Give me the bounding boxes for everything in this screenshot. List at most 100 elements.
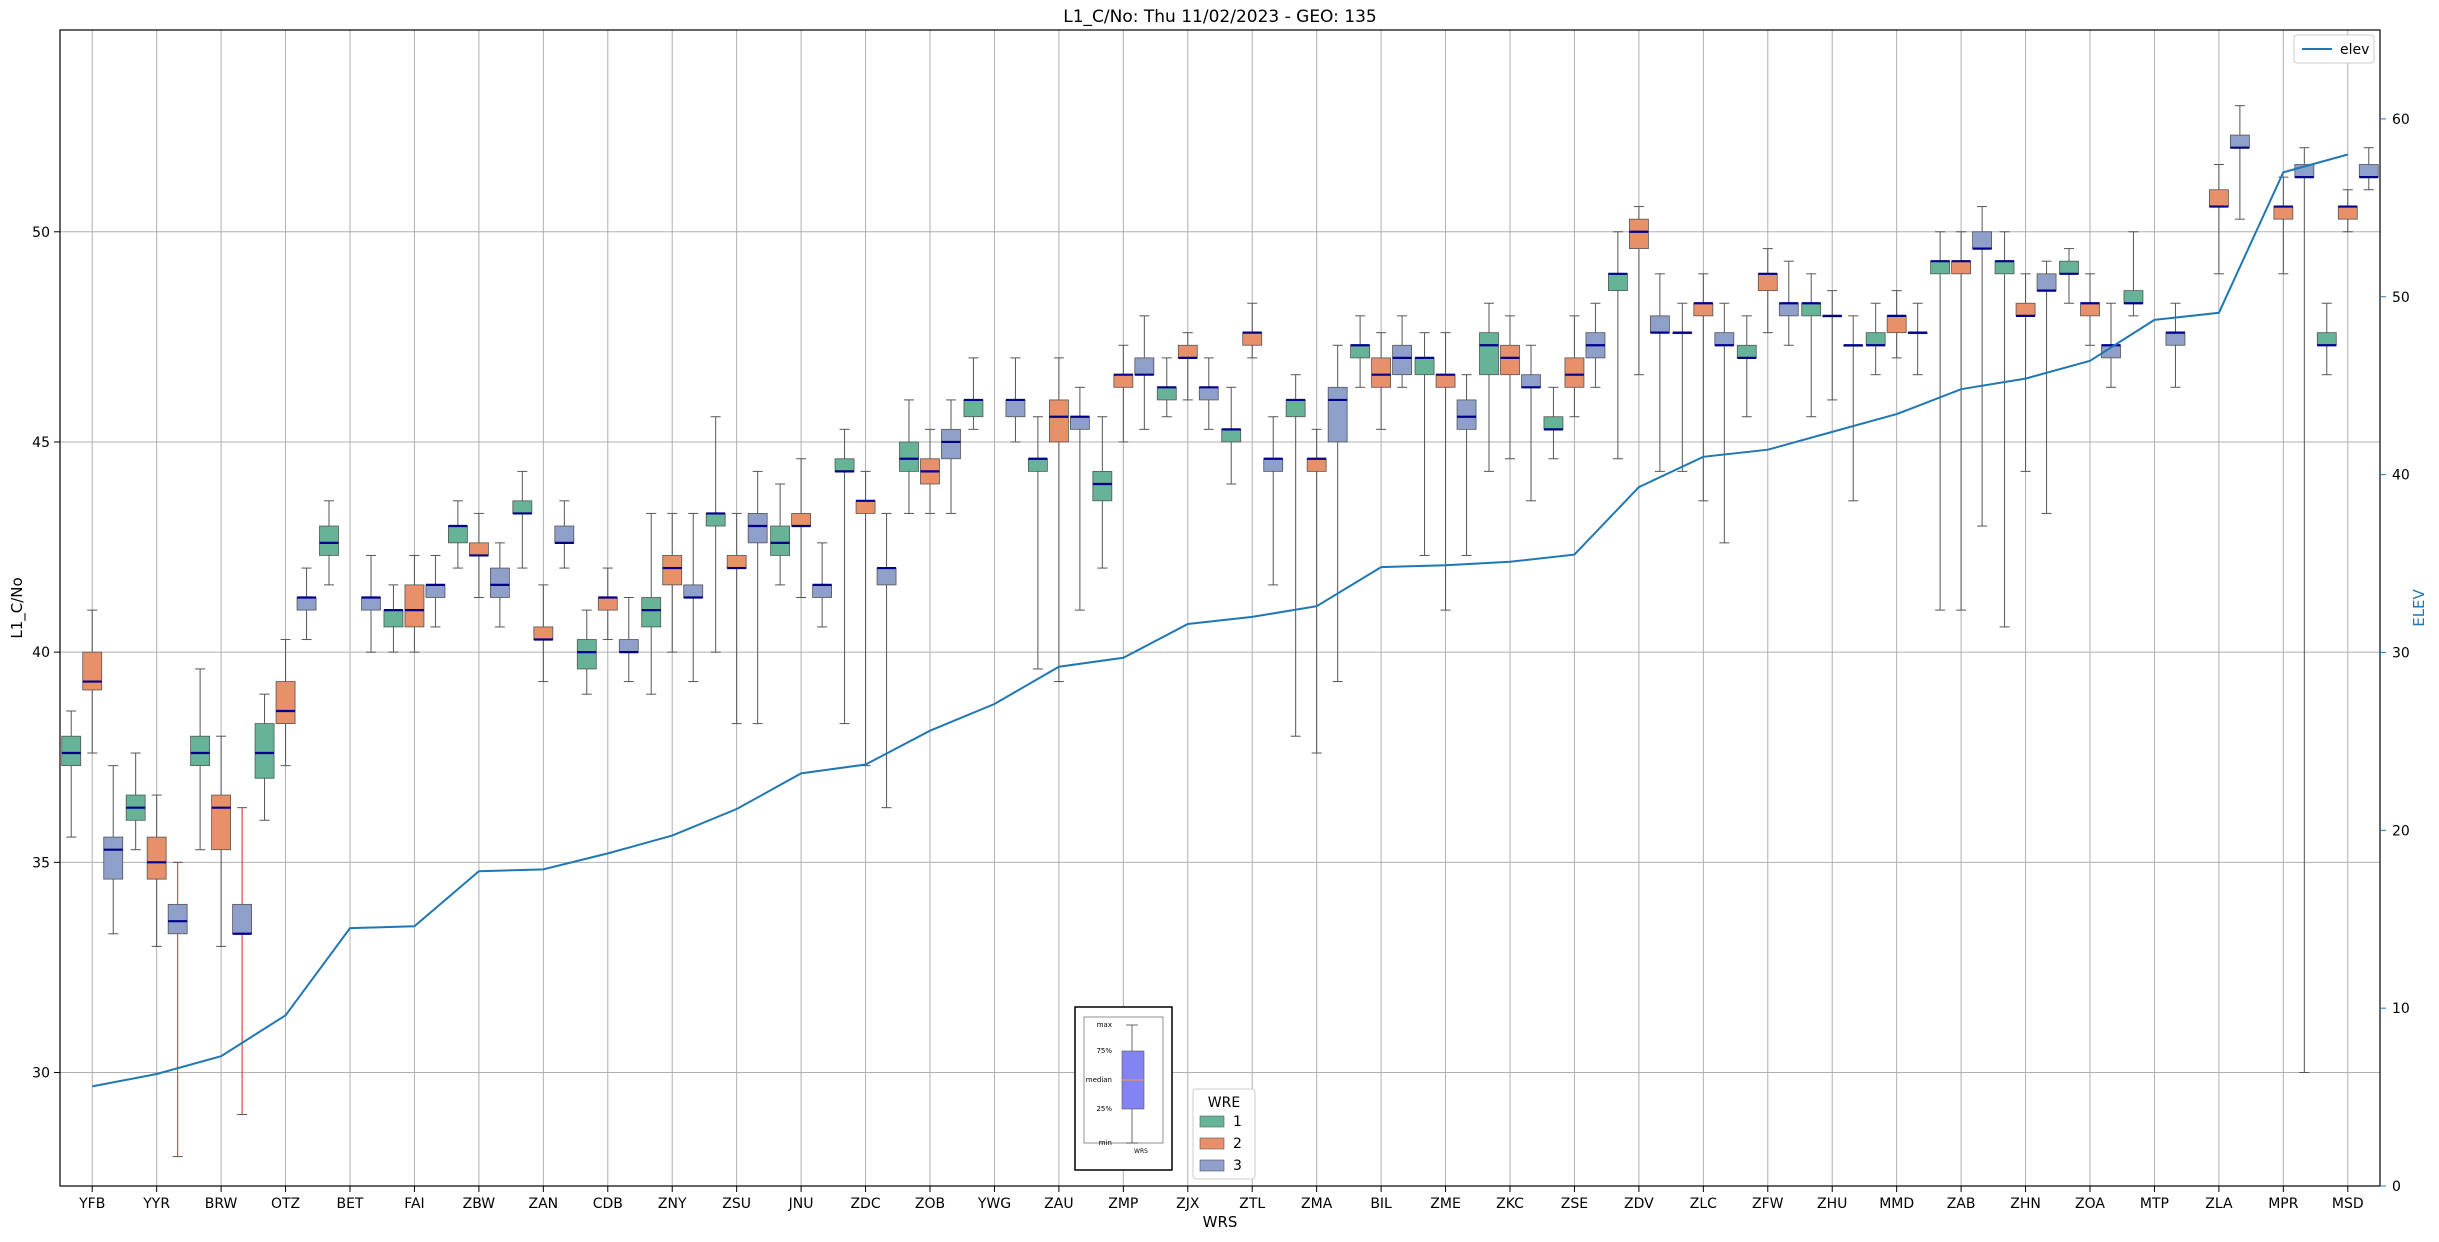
- box-yfb-wre2: [82, 609, 103, 754]
- box-iqr: [641, 597, 662, 628]
- box-zbw-wre3: [489, 542, 510, 628]
- box-iqr: [1263, 458, 1284, 472]
- box-zdv-wre3: [1649, 273, 1670, 472]
- box-iqr: [1327, 386, 1348, 443]
- box-iqr: [1543, 416, 1564, 430]
- box-iqr: [1736, 344, 1757, 359]
- box-fai-wre3: [425, 554, 446, 628]
- box-zdc-wre1: [834, 428, 855, 725]
- box-iqr: [963, 399, 984, 418]
- x-axis-ticks: YFB YYR BRW OTZ BET FAI ZBW ZAN CDB ZNY ZSU JNU ZDC Z…: [78, 1186, 2364, 1212]
- x-tick-label: BRW: [205, 1196, 238, 1212]
- wre-legend: WRE 1 2 3: [1192, 1088, 1256, 1180]
- box-zfw-wre2: [1757, 248, 1778, 334]
- box-mmd-wre1: [1865, 302, 1886, 376]
- box-iqr: [1371, 357, 1392, 388]
- key-label-wrs: WRS: [1134, 1148, 1148, 1155]
- box-zla-wre2: [2208, 164, 2229, 275]
- x-tick-label: JNU: [788, 1196, 814, 1212]
- box-iqr: [1628, 218, 1649, 249]
- box-iqr: [489, 567, 510, 598]
- x-tick-label: ZNY: [658, 1196, 687, 1212]
- box-iqr: [1027, 458, 1048, 472]
- x-tick-label: OTZ: [271, 1196, 300, 1212]
- box-zse-wre2: [1564, 315, 1585, 418]
- box-zhn-wre3: [2036, 260, 2057, 514]
- key-label-min: min: [1099, 1139, 1112, 1147]
- box-bet-wre3: [361, 554, 381, 653]
- box-iqr: [1930, 260, 1951, 275]
- box-series: [61, 105, 2379, 1158]
- box-cdb-wre2: [597, 567, 618, 641]
- x-tick-label: ZHU: [1817, 1196, 1847, 1212]
- box-iqr: [554, 525, 575, 544]
- box-cdb-wre3: [618, 596, 639, 683]
- box-iqr: [103, 836, 124, 880]
- box-iqr: [1479, 332, 1499, 376]
- box-iqr: [2165, 332, 2186, 346]
- x-tick-label: YWG: [977, 1196, 1011, 1212]
- box-zla-wre3: [2229, 105, 2250, 220]
- box-iqr: [2059, 260, 2079, 275]
- box-yyr-wre1: [125, 752, 146, 851]
- box-iqr: [1801, 302, 1822, 317]
- chart-title: L1_C/No: Thu 11/02/2023 - GEO: 135: [1063, 7, 1376, 27]
- box-iqr: [1886, 315, 1907, 334]
- x-tick-label: ZAU: [1044, 1196, 1073, 1212]
- wre-legend-swatch-2: [1199, 1137, 1225, 1150]
- box-iqr: [2337, 206, 2358, 220]
- box-iqr: [705, 513, 726, 527]
- box-iqr: [576, 639, 597, 670]
- key-label-q1: 25%: [1096, 1105, 1112, 1113]
- box-zob-wre1: [899, 399, 919, 514]
- x-tick-label: ZOB: [915, 1196, 945, 1212]
- box-iqr: [1994, 260, 2015, 275]
- box-zma-wre3: [1327, 344, 1348, 683]
- box-ztl-wre2: [1242, 302, 1263, 359]
- box-iqr: [2123, 290, 2144, 304]
- x-tick-label: ZBW: [463, 1196, 496, 1212]
- box-jnu-wre2: [791, 458, 812, 598]
- box-otz-wre2: [275, 639, 296, 767]
- x-axis-label: WRS: [1203, 1213, 1238, 1231]
- box-jnu-wre3: [812, 542, 833, 628]
- x-tick-label: BIL: [1370, 1196, 1392, 1212]
- box-yfb-wre3: [103, 765, 124, 935]
- x-tick-label: MSD: [2332, 1196, 2364, 1212]
- x-tick-label: ZKC: [1496, 1196, 1524, 1212]
- box-zmp-wre2: [1113, 344, 1134, 443]
- box-otz-wre3: [296, 567, 317, 641]
- box-iqr: [190, 735, 211, 767]
- x-tick-label: ZOA: [2075, 1196, 2105, 1212]
- box-zbw-wre2: [468, 512, 489, 598]
- elev-legend-label: elev: [2340, 42, 2369, 58]
- box-zjx-wre1: [1156, 357, 1177, 418]
- box-ywg-wre1: [963, 357, 984, 430]
- box-iqr: [1414, 357, 1435, 376]
- box-zkc-wre2: [1500, 315, 1520, 460]
- x-tick-label: ZFW: [1752, 1196, 1784, 1212]
- box-msd-wre2: [2337, 189, 2358, 233]
- box-iqr: [1350, 344, 1371, 359]
- box-zdc-wre2: [855, 470, 876, 767]
- box-zab-wre1: [1930, 231, 1951, 611]
- box-zkc-wre3: [1521, 344, 1541, 502]
- wre-legend-swatch-1: [1199, 1115, 1225, 1128]
- x-tick-label: BET: [336, 1196, 363, 1212]
- box-zse-wre1: [1543, 386, 1564, 460]
- box-mmd-wre2: [1886, 290, 1907, 359]
- box-zlc-wre2: [1693, 273, 1714, 502]
- box-brw-wre2: [211, 735, 232, 947]
- box-brw-wre3: [232, 807, 253, 1116]
- box-mmd-wre3: [1907, 302, 1928, 376]
- x-tick-label: ZME: [1430, 1196, 1461, 1212]
- box-zmp-wre1: [1092, 416, 1113, 569]
- y-tick-label: 40: [32, 645, 50, 661]
- box-iqr: [2229, 134, 2250, 149]
- box-iqr: [834, 458, 855, 472]
- box-fai-wre1: [383, 584, 404, 653]
- box-bil-wre1: [1350, 315, 1371, 388]
- boxplot-key: max 75% median 25% min WRS: [1074, 1006, 1173, 1171]
- box-fai-wre2: [404, 554, 425, 653]
